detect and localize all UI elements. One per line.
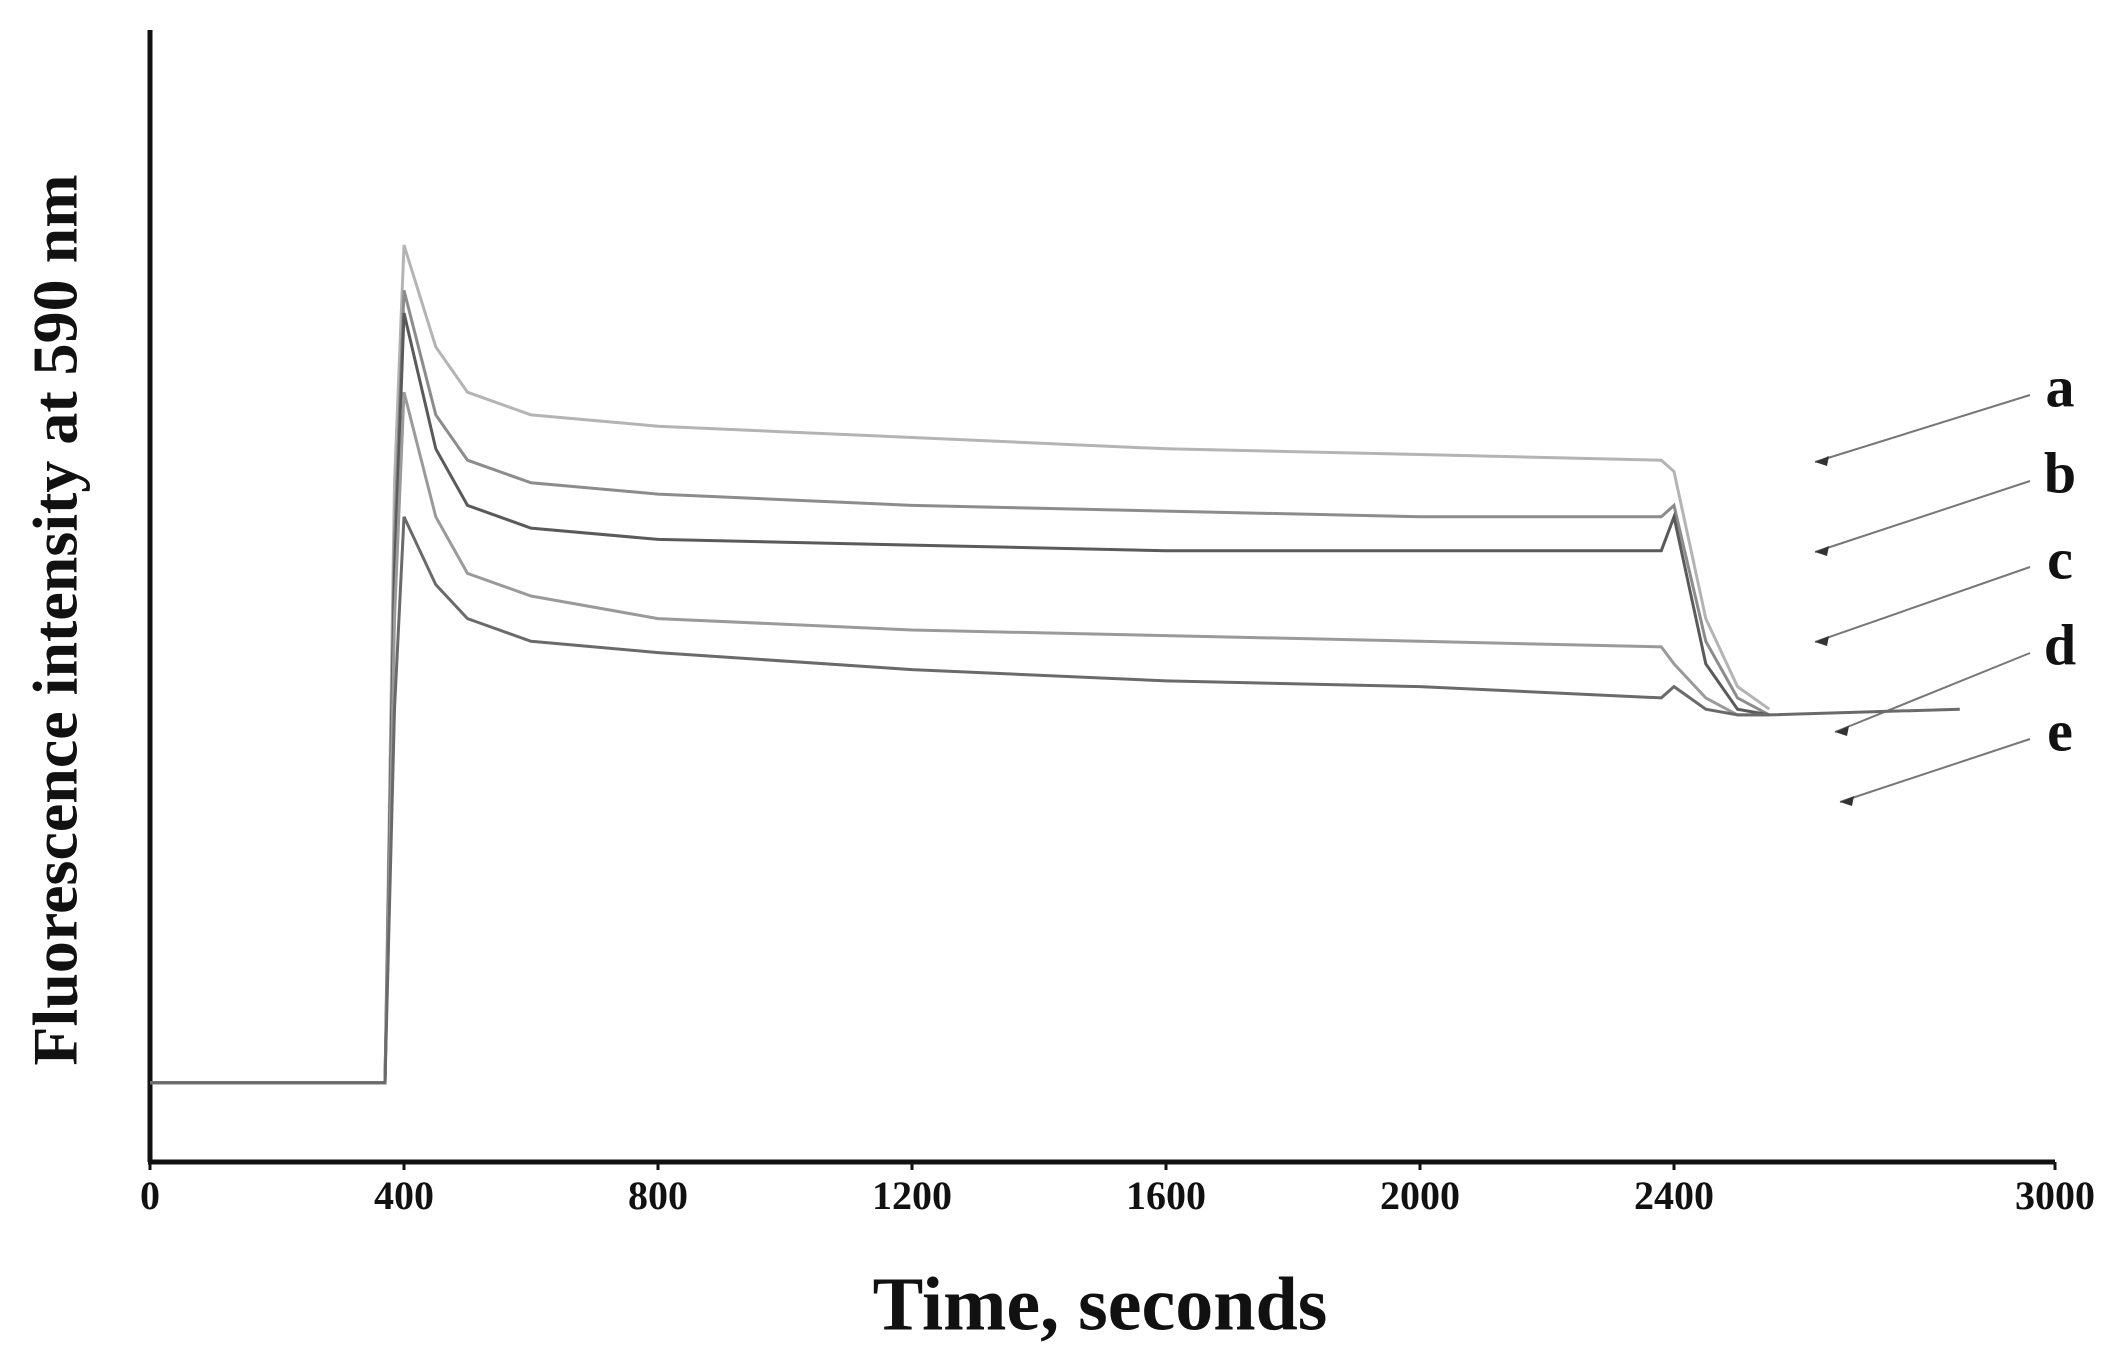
- x-tick-label: 3000: [2015, 1173, 2095, 1218]
- x-tick-label: 1200: [872, 1173, 952, 1218]
- x-tick-label: 400: [374, 1173, 434, 1218]
- x-tick-label: 800: [628, 1173, 688, 1218]
- line-series: [150, 244, 1771, 1085]
- label-arrow: [1814, 480, 2031, 553]
- x-tick-label: 2400: [1634, 1173, 1714, 1218]
- line-series: [150, 312, 1770, 1085]
- series-label: d: [2044, 612, 2076, 677]
- series-label: b: [2044, 440, 2076, 505]
- series-label: c: [2047, 526, 2073, 591]
- series-label: e: [2047, 698, 2073, 763]
- x-axis-label: Time, seconds: [873, 1262, 1328, 1346]
- line-series: [150, 516, 1960, 1085]
- arrow-head: [1815, 546, 1829, 556]
- arrow-head: [1835, 726, 1849, 736]
- line-series: [150, 391, 1770, 1085]
- arrow-head: [1815, 636, 1829, 646]
- arrow-head: [1815, 456, 1829, 466]
- arrow-head: [1840, 796, 1854, 806]
- x-tick-label: 2000: [1380, 1173, 1460, 1218]
- label-arrow: [1839, 738, 2031, 803]
- y-axis-label: Fluorescence intensity at 590 nm: [20, 174, 91, 1065]
- series-label: a: [2046, 354, 2075, 419]
- label-arrow: [1814, 394, 2031, 463]
- label-arrow: [1834, 652, 2031, 733]
- x-tick-label: 0: [140, 1173, 160, 1218]
- x-tick-label: 1600: [1126, 1173, 1206, 1218]
- label-arrow: [1814, 566, 2031, 643]
